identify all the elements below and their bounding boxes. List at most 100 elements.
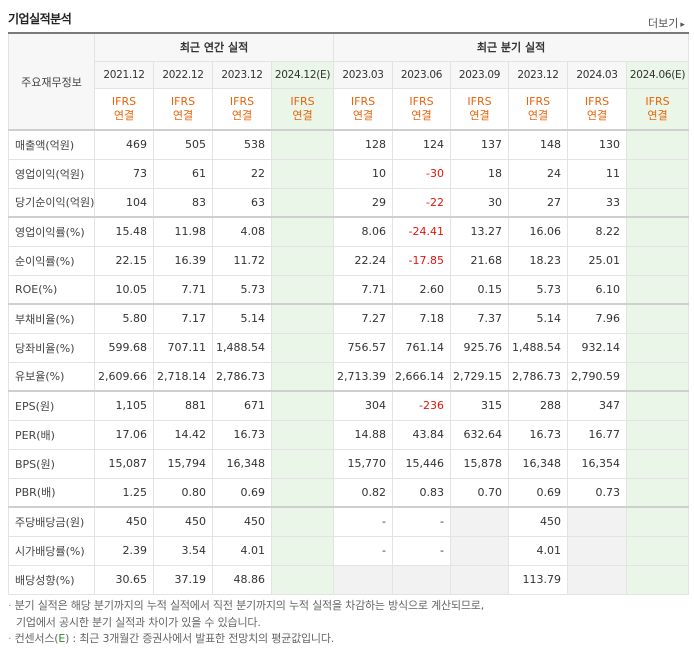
table-cell (270, 158, 335, 189)
table-cell: 450 (94, 506, 154, 537)
table-cell: 0.70 (450, 477, 510, 508)
table-cell (626, 564, 690, 595)
ifrs-consolidated: 연결 (231, 108, 253, 122)
table-cell (626, 477, 690, 508)
table-cell: 469 (94, 129, 154, 160)
row-label: 순이익률(%) (8, 245, 95, 276)
table-body: 매출액(억원) 469 505 538 128 124 137 148 130 영업이익(억원) 7… (8, 129, 690, 595)
table-cell: 16.73 (508, 419, 569, 450)
footnote-2: · 컨센서스(E) : 최근 3개월간 증권사에서 발표한 전망치의 평균값입니… (8, 632, 335, 645)
table-cell (626, 506, 690, 537)
table-cell: 7.71 (333, 274, 394, 305)
table-cell: 48.86 (212, 564, 272, 595)
row-label: PER(배) (8, 419, 95, 450)
table-cell (626, 332, 690, 363)
ifrs-standard: IFRS (409, 94, 434, 108)
table-row: 유보율(%) 2,609.66 2,718.14 2,786.73 2,713.39 2,… (8, 361, 690, 392)
table-cell (626, 158, 690, 189)
table-cell: 315 (450, 390, 510, 421)
table-cell: 5.73 (508, 274, 569, 305)
row-label: 부채비율(%) (8, 303, 95, 334)
table-cell: 5.14 (212, 303, 272, 334)
table-cell: 128 (333, 129, 394, 160)
footnote-1: · 분기 실적은 해당 분기까지의 누적 실적에서 직전 분기까지의 누적 실적… (8, 599, 485, 612)
table-cell: -24.41 (392, 216, 452, 247)
table-cell (270, 361, 335, 392)
table-cell (270, 390, 335, 421)
table-cell: 761.14 (392, 332, 452, 363)
table-row: 당기순이익(억원) 104 83 63 29 -22 30 27 33 (8, 187, 690, 218)
ifrs-standard: IFRS (229, 94, 255, 108)
table-cell: 16,348 (212, 448, 272, 479)
table-cell (270, 187, 335, 218)
annual-group-header: 최근 연간 실적 (93, 32, 335, 62)
period-header: 2022.12 (153, 60, 213, 89)
table-cell: 43.84 (392, 419, 452, 450)
table-cell: 10 (333, 158, 394, 189)
table-cell: 18 (450, 158, 510, 189)
table-cell (270, 448, 335, 479)
section-title: 기업실적분석 (8, 12, 72, 26)
table-cell: 2,666.14 (392, 361, 452, 392)
table-cell: 25.01 (567, 245, 628, 276)
more-label[interactable]: 더보기 (648, 17, 679, 30)
row-label: 영업이익(억원) (8, 158, 95, 189)
table-cell (450, 506, 510, 537)
footnote-1-text: 분기 실적은 해당 분기까지의 누적 실적에서 직전 분기까지의 누적 실적을 … (14, 599, 485, 612)
row-label: 당기순이익(억원) (8, 187, 95, 218)
table-cell (626, 245, 690, 276)
ifrs-consolidated: 연결 (113, 108, 135, 122)
row-label: BPS(원) (8, 448, 95, 479)
table-cell: 15,087 (94, 448, 154, 479)
table-cell (626, 216, 690, 247)
ifrs-consolidated: 연결 (352, 108, 374, 122)
table-cell: 33 (567, 187, 628, 218)
table-cell: 2,713.39 (333, 361, 394, 392)
table-cell: 16.73 (212, 419, 272, 450)
table-cell: 29 (333, 187, 394, 218)
table-cell: 130 (567, 129, 628, 160)
table-cell: 7.27 (333, 303, 394, 334)
table-cell: - (392, 535, 452, 566)
ifrs-label: IFRS 연결 (333, 87, 394, 131)
table-cell: 13.27 (450, 216, 510, 247)
table-cell: 22.24 (333, 245, 394, 276)
row-label: EPS(원) (8, 390, 95, 421)
table-cell (270, 506, 335, 537)
table-cell: 707.11 (153, 332, 213, 363)
table-cell: 1.25 (94, 477, 154, 508)
row-label: 배당성향(%) (8, 564, 95, 595)
more-link[interactable]: 더보기 ▸ (648, 15, 685, 31)
ifrs-standard: IFRS (467, 94, 492, 108)
row-label: 매출액(억원) (8, 129, 95, 160)
table-cell: 2.60 (392, 274, 452, 305)
table-cell: 4.08 (212, 216, 272, 247)
table-cell: 3.54 (153, 535, 213, 566)
ifrs-label: IFRS 연결 (567, 87, 628, 131)
table-cell: 22 (212, 158, 272, 189)
table-cell (626, 448, 690, 479)
table-cell: 137 (450, 129, 510, 160)
table-cell: 1,105 (94, 390, 154, 421)
table-cell: - (392, 506, 452, 537)
table-cell: 7.37 (450, 303, 510, 334)
table-cell: 83 (153, 187, 213, 218)
ifrs-standard: IFRS (525, 94, 551, 108)
ifrs-consolidated: 연결 (527, 108, 549, 122)
ifrs-label: IFRS 연결 (153, 87, 213, 131)
table-cell: 14.88 (333, 419, 394, 450)
table-cell: 505 (153, 129, 213, 160)
ifrs-consolidated: 연결 (469, 108, 490, 122)
table-cell (270, 419, 335, 450)
ifrs-label: IFRS 연결 (270, 87, 335, 131)
table-cell: 2.39 (94, 535, 154, 566)
period-row: 2021.12 2022.12 2023.12 2024.12(E) 2023.03 20… (9, 60, 690, 89)
ifrs-label: IFRS 연결 (508, 87, 569, 131)
table-cell (270, 216, 335, 247)
period-header: 2023.09 (450, 60, 510, 89)
table-cell: 63 (212, 187, 272, 218)
table-cell: 27 (508, 187, 569, 218)
table-cell (626, 419, 690, 450)
row-label: 유보율(%) (8, 361, 95, 392)
table-cell: 22.15 (94, 245, 154, 276)
